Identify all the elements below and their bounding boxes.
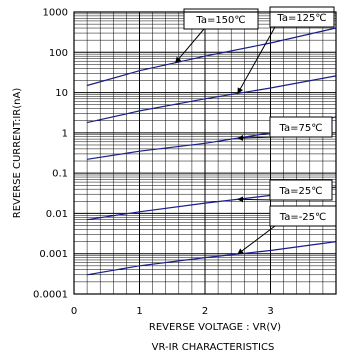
x-tick-label: 3 — [267, 306, 273, 317]
callout-arrow — [237, 196, 276, 203]
y-axis-label: REVERSE CURRENT:IR(nA) — [12, 88, 23, 219]
y-tick-label: 0.01 — [46, 209, 68, 220]
callout-box — [183, 8, 259, 30]
series-line — [86, 75, 337, 124]
y-tick-label: 0.001 — [39, 249, 68, 260]
callout-arrow — [237, 26, 276, 94]
y-tick-label: 10 — [55, 88, 68, 99]
callout-label: Ta=125℃ — [276, 13, 326, 24]
y-tick-label: 1000 — [43, 8, 68, 19]
x-tick-label: 2 — [202, 306, 208, 317]
series-line — [86, 241, 337, 276]
chart-title: VR-IR CHARACTERISTICS — [152, 342, 275, 353]
series-line — [86, 27, 337, 87]
y-tick-label: 100 — [49, 48, 68, 59]
callout-label: Ta=150℃ — [195, 15, 245, 26]
callout-label: Ta=75℃ — [279, 123, 323, 134]
callout-arrow — [237, 134, 276, 141]
x-tick-label: 0 — [71, 306, 77, 317]
callout-box — [269, 116, 333, 138]
x-axis-label: REVERSE VOLTAGE : VR(V) — [149, 322, 281, 333]
y-tick-label: 0.0001 — [33, 290, 68, 301]
callout-arrow — [175, 28, 205, 64]
callout-box — [269, 179, 333, 201]
y-tick-label: 0.1 — [52, 169, 68, 180]
callout-label: Ta=25℃ — [279, 186, 323, 197]
x-tick-label: 1 — [136, 306, 142, 317]
callout-label: Ta=-25℃ — [279, 212, 327, 223]
callout-arrow — [237, 225, 276, 255]
chart-grid — [74, 12, 336, 294]
plot-frame — [73, 11, 337, 295]
y-tick-label: 1 — [62, 128, 68, 139]
